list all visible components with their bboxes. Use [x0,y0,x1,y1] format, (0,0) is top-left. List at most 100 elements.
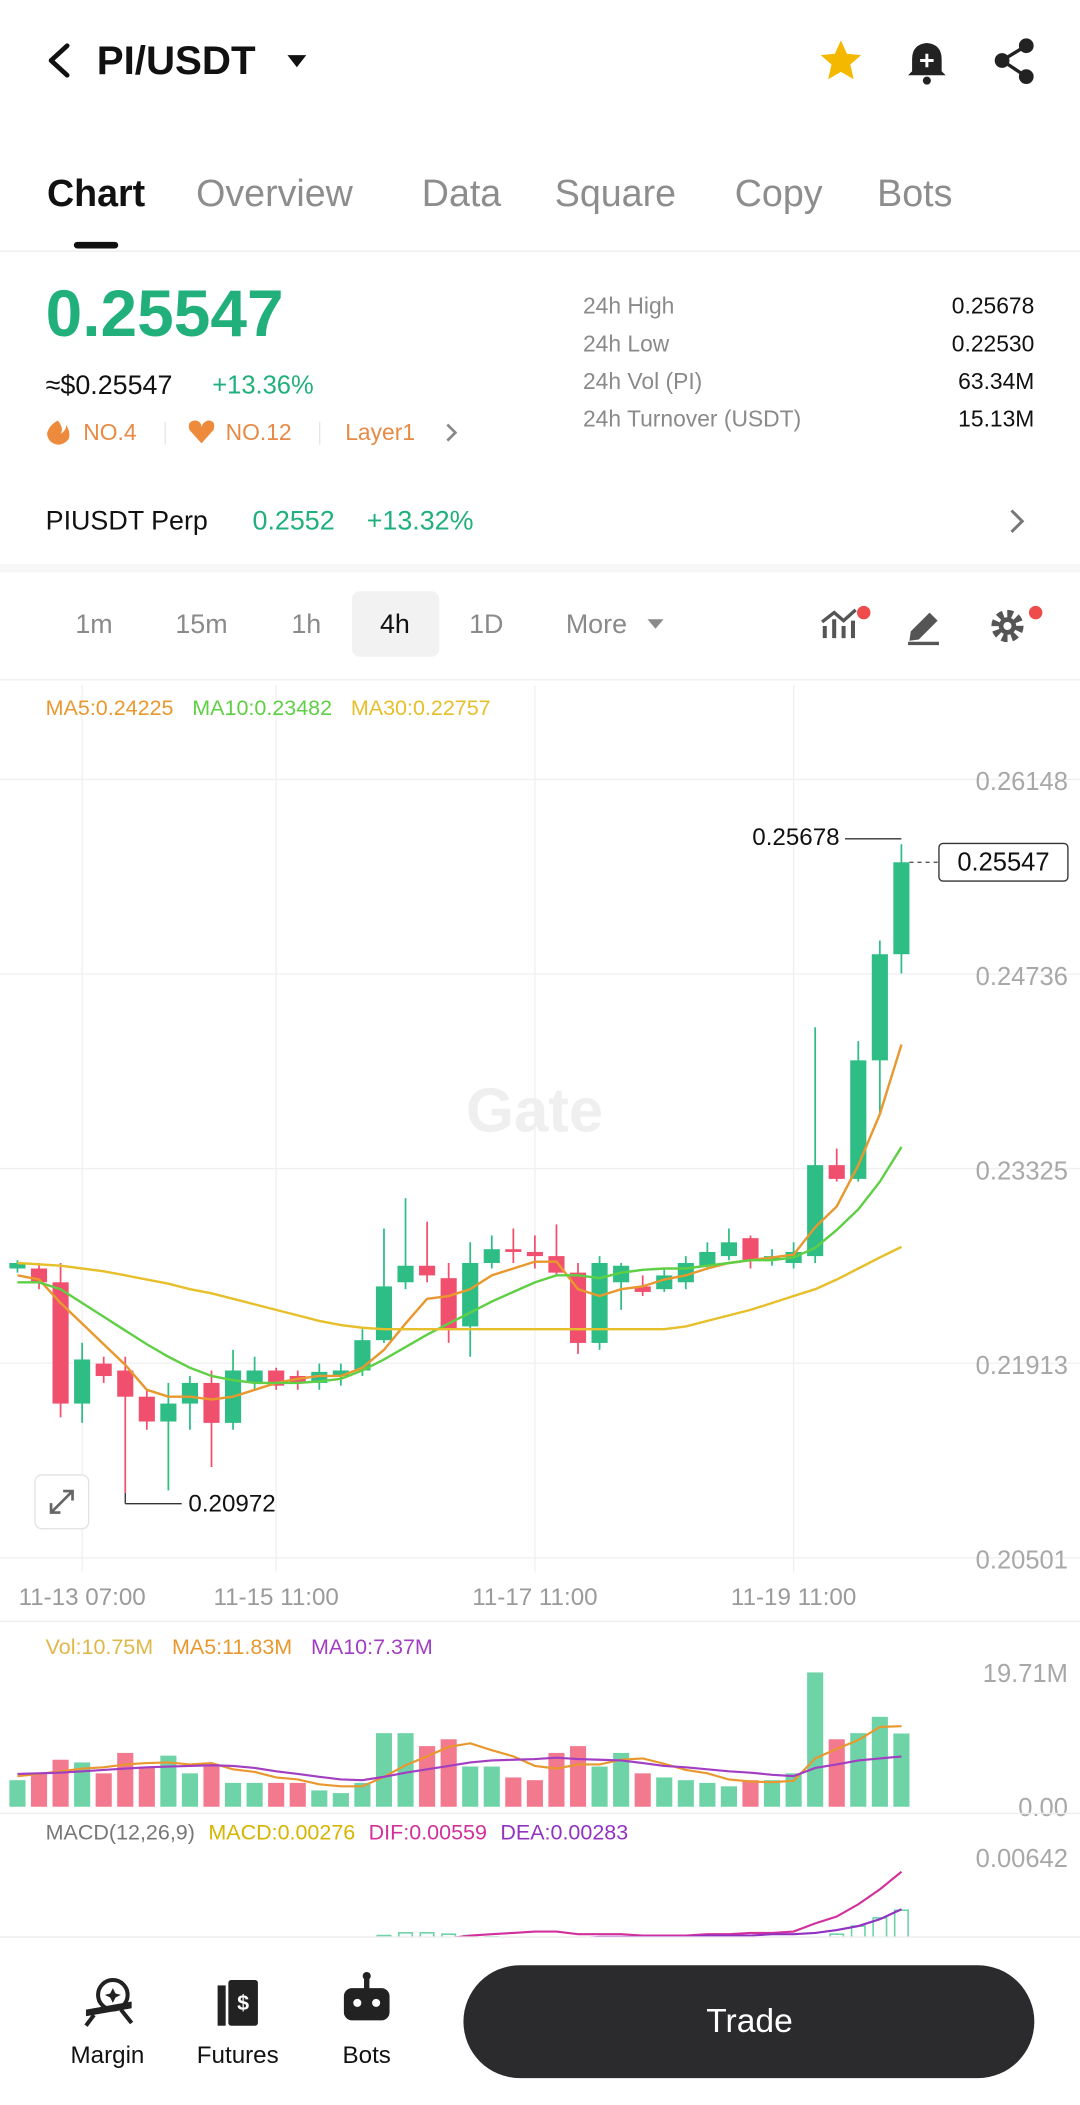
fire-icon [47,420,70,445]
low-label: 0.20972 [188,1490,275,1517]
candle-body [354,1340,371,1371]
tab[interactable]: Chart [47,172,146,214]
back-button[interactable] [48,43,70,78]
nav-label[interactable]: Margin [71,2042,145,2069]
volume-bar [74,1762,91,1807]
trade-button[interactable] [463,1965,1035,2079]
x-tick-label: 11-15 11:00 [213,1584,338,1611]
futures-icon[interactable]: $ [217,1980,258,2026]
interval[interactable]: 1m [75,609,112,639]
volume-bar [9,1780,26,1807]
favorite-star[interactable] [820,40,862,80]
candle-body [332,1370,349,1377]
volume-bar [117,1752,134,1807]
candle-body [871,954,888,1061]
sector-tag[interactable]: Layer1 [345,419,415,445]
nav-label[interactable]: Bots [343,2042,391,2069]
tab[interactable]: Bots [877,172,952,214]
ma-line [17,1245,903,1331]
expand-button[interactable] [34,1474,90,1530]
more-caret[interactable] [647,619,664,629]
tab[interactable]: Data [422,172,502,214]
perp-chevron[interactable] [1010,509,1025,534]
volume-bar [354,1782,371,1807]
volume-bar [720,1786,737,1807]
candle-body [850,1060,867,1179]
volume-bar [138,1766,155,1807]
volume-bar [268,1782,285,1807]
y-tick-label: 0.21913 [976,1352,1068,1380]
volume-bar [332,1793,349,1807]
y-tick-label: 0.24736 [976,963,1068,991]
tab[interactable]: Overview [196,172,354,214]
trade-label[interactable]: Trade [706,2003,792,2040]
volume-bar [160,1755,177,1807]
tab[interactable]: Copy [735,172,823,214]
volume-bar [871,1716,888,1807]
volume-bar [893,1733,910,1807]
candle-body [117,1370,134,1397]
volume-bar [548,1752,565,1807]
price-change: +13.36% [212,372,313,400]
chevron [446,423,458,442]
rank-tag[interactable]: NO.4 [83,419,137,445]
indicator-icon[interactable] [821,605,871,639]
volume-bar [677,1780,694,1807]
stat-value: 0.25678 [952,293,1035,319]
stat-value: 15.13M [958,406,1034,432]
nav-label[interactable]: Futures [197,2042,279,2069]
volume-bar [613,1752,630,1807]
margin-icon[interactable] [84,1978,134,2027]
volume-bar [526,1780,543,1807]
candle-body [181,1382,198,1404]
interval[interactable]: More [566,609,627,639]
volume-bar [289,1782,306,1807]
perp-change: +13.32% [367,506,474,536]
pair-dropdown[interactable] [287,55,307,68]
legend-item: MACD:0.00276 [208,1820,355,1844]
volume-bar [95,1773,112,1807]
volume-bar [699,1782,716,1807]
stat-value: 63.34M [958,368,1034,394]
draw-icon[interactable] [908,612,939,646]
alert-bell[interactable] [908,43,946,85]
heart-icon [188,420,215,444]
legend-item: MA5:11.83M [172,1635,292,1659]
candle-body [613,1265,630,1283]
interval[interactable]: 1D [469,609,503,639]
macd-bar [441,1933,457,1938]
share[interactable] [994,38,1034,84]
settings-icon[interactable] [991,605,1043,643]
candle-body [634,1286,651,1292]
y-tick-label: 0.00 [1018,1794,1068,1822]
bots-icon[interactable] [343,1971,390,2021]
volume-bar [246,1782,263,1807]
perp-name[interactable]: PIUSDT Perp [46,506,208,536]
x-tick-label: 11-17 11:00 [472,1584,597,1611]
candle-body [246,1370,263,1383]
macd-bar [829,1933,845,1938]
candle-body [203,1382,220,1423]
legend-item: MA10:7.37M [311,1635,433,1659]
interval[interactable]: 1h [291,609,321,639]
last-price-box [938,842,1069,882]
candle-body [419,1265,436,1276]
volume-bar [225,1782,242,1807]
stat-label: 24h Low [583,330,670,356]
volume-bar [30,1773,48,1807]
pair-title[interactable]: PI/USDT [97,38,256,83]
interval[interactable]: 15m [175,609,227,639]
candle-body [505,1249,522,1252]
candle-body [526,1251,543,1257]
rank-tag[interactable]: NO.12 [226,419,292,445]
volume-bar [591,1766,608,1807]
tab[interactable]: Square [555,172,676,214]
volume-bar [656,1777,673,1807]
candle-body [742,1238,759,1261]
interval[interactable]: 4h [380,609,410,639]
candle-body [699,1251,716,1266]
macd-bar [419,1932,435,1938]
divider [0,564,1080,573]
